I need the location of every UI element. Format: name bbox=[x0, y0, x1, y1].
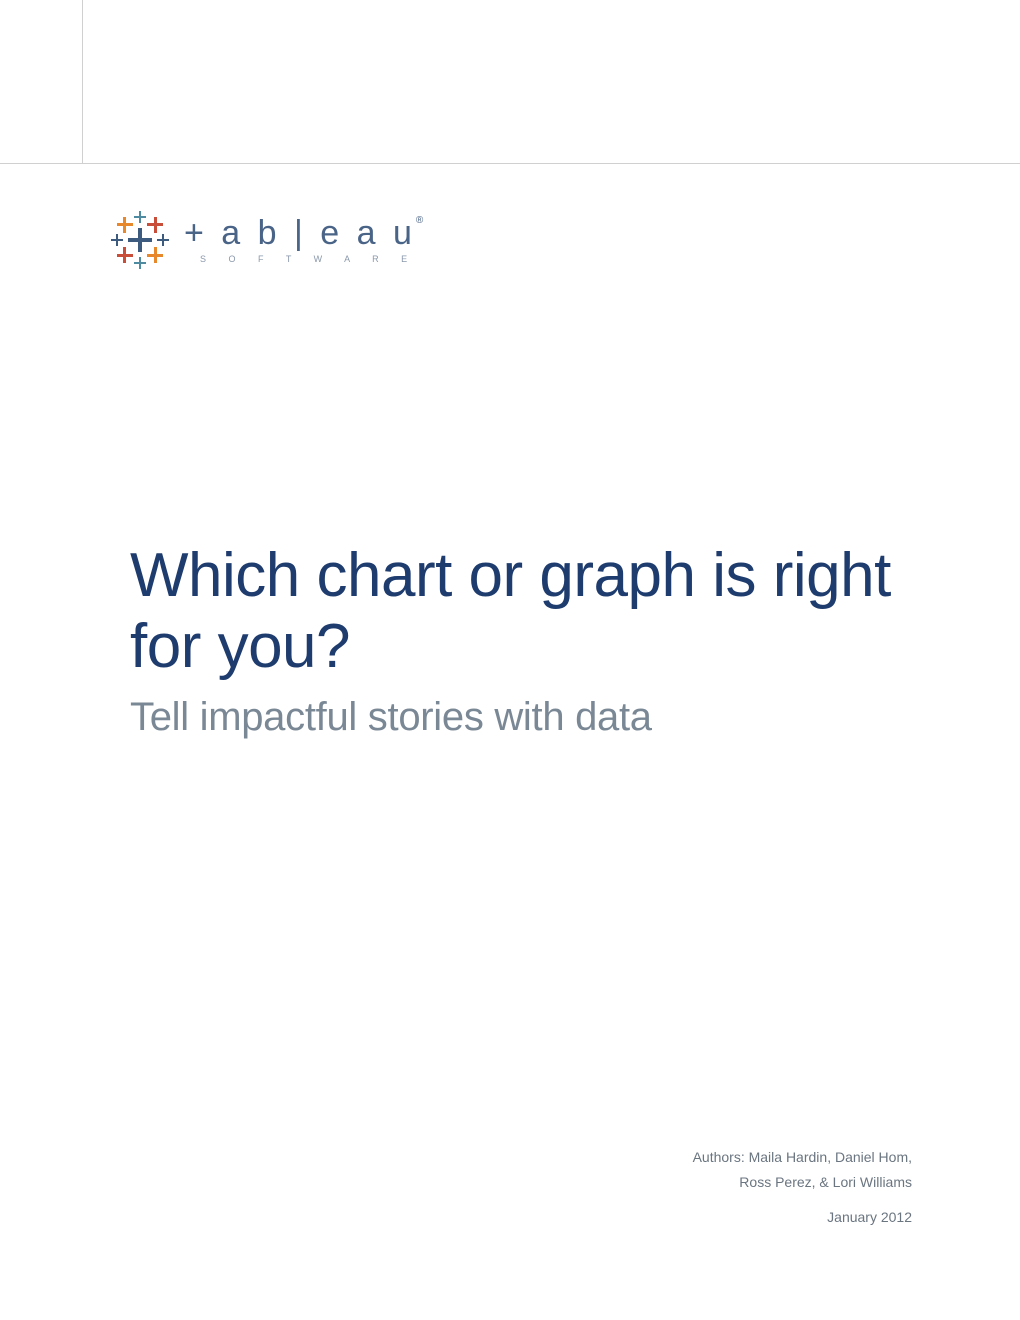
authors-line-2: Ross Perez, & Lori Williams bbox=[693, 1170, 912, 1195]
title-block: Which chart or graph is right for you? T… bbox=[130, 540, 930, 740]
logo-registered: ® bbox=[416, 215, 427, 226]
logo-subtext: S O F T W A R E bbox=[200, 254, 427, 264]
page-title: Which chart or graph is right for you? bbox=[130, 540, 930, 683]
logo-text-group: + a b | e a u® S O F T W A R E bbox=[184, 216, 427, 264]
logo-wordmark: + a b | e a u® bbox=[184, 216, 427, 250]
page-subtitle: Tell impactful stories with data bbox=[130, 695, 930, 740]
footer-block: Authors: Maila Hardin, Daniel Hom, Ross … bbox=[693, 1145, 912, 1225]
authors-line-1: Authors: Maila Hardin, Daniel Hom, bbox=[693, 1145, 912, 1170]
logo-wordmark-text: + a b | e a u bbox=[184, 214, 416, 252]
publication-date: January 2012 bbox=[693, 1209, 912, 1225]
tableau-logo-icon bbox=[110, 210, 170, 270]
horizontal-rule bbox=[0, 163, 1020, 164]
logo-block: + a b | e a u® S O F T W A R E bbox=[110, 210, 427, 270]
vertical-rule bbox=[82, 0, 83, 163]
